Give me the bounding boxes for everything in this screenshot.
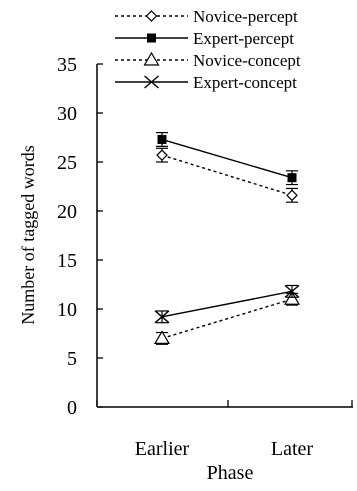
- legend-marker: [144, 75, 159, 89]
- y-tick-label: 35: [57, 54, 77, 76]
- legend-item: Novice-percept: [115, 7, 298, 26]
- legend-label: Novice-concept: [193, 51, 301, 70]
- x-tick-label: Earlier: [135, 438, 190, 460]
- series-novice-percept: [156, 147, 298, 203]
- data-point: [283, 291, 301, 305]
- plot-area: [153, 132, 301, 345]
- y-tick-label: 30: [57, 103, 77, 125]
- data-point: [157, 134, 167, 144]
- data-point: [156, 149, 168, 161]
- legend-item: Expert-percept: [115, 29, 294, 48]
- series-novice-concept: [153, 291, 301, 345]
- series-line: [161, 290, 293, 318]
- y-tick-label: 10: [57, 299, 77, 321]
- y-tick-label: 5: [67, 348, 77, 370]
- data-point: [284, 284, 300, 298]
- series-expert-concept: [154, 284, 300, 324]
- legend-label: Novice-percept: [193, 7, 298, 26]
- x-tick-label: Later: [271, 438, 314, 460]
- legend: Novice-percept Expert-percept Novice-conce…: [115, 7, 301, 92]
- series-expert-percept: [156, 132, 298, 186]
- y-axis: 0 5 10 15 20 25 30 35: [57, 54, 103, 419]
- legend-marker: [147, 33, 156, 43]
- series-line: [161, 138, 293, 179]
- data-point: [153, 330, 171, 344]
- legend-marker: [143, 51, 160, 66]
- y-tick-label: 20: [57, 201, 77, 223]
- legend-label: Expert-percept: [193, 29, 294, 48]
- y-tick-label: 25: [57, 152, 77, 174]
- data-point: [287, 173, 297, 183]
- data-point: [286, 189, 298, 202]
- legend-marker: [145, 10, 158, 22]
- legend-item: Novice-concept: [115, 51, 301, 70]
- y-tick-label: 0: [67, 397, 77, 419]
- series-line: [161, 298, 293, 340]
- y-axis-label: Number of tagged words: [18, 145, 38, 324]
- legend-label: Expert-concept: [193, 73, 297, 92]
- data-point: [154, 310, 170, 324]
- y-tick-label: 15: [57, 250, 77, 272]
- x-axis: Earlier Later: [96, 400, 353, 460]
- legend-item: Expert-concept: [115, 73, 297, 92]
- series-line: [161, 154, 293, 196]
- x-axis-label: Phase: [207, 462, 254, 484]
